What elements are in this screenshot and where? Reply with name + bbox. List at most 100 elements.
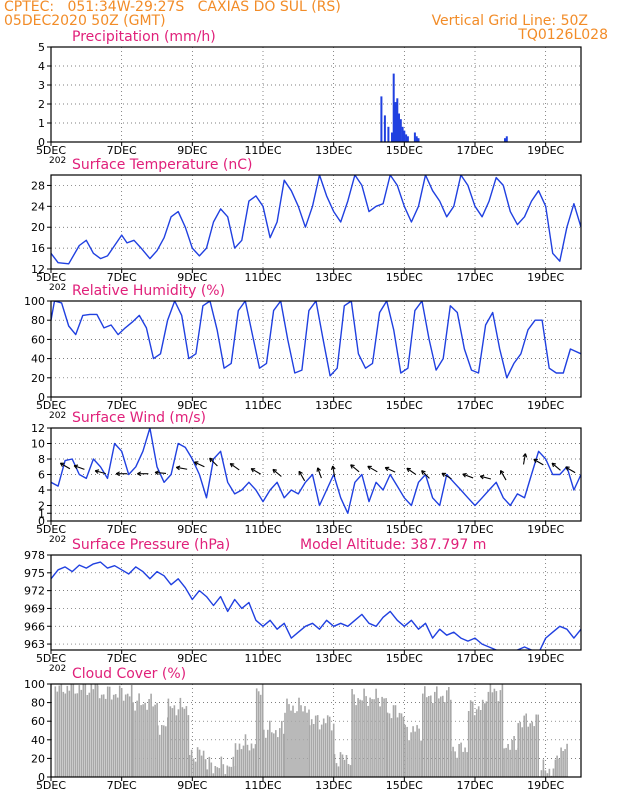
cloud-bar (446, 690, 448, 777)
cloud-bar (100, 694, 103, 777)
cloud-bar (185, 706, 188, 777)
cloud-bar (523, 715, 525, 777)
wind-arrow-head (59, 462, 63, 467)
y-tick-label: 963 (24, 638, 45, 651)
wind-arrow-head (462, 473, 467, 475)
x-tick-label: 5DEC (36, 399, 66, 412)
cloud-bar (288, 704, 290, 777)
series-line (51, 428, 581, 514)
cloud-bar (208, 756, 211, 777)
wind-arrow (384, 467, 396, 473)
cloud-bar (152, 706, 154, 777)
cloud-bar (308, 725, 311, 777)
cloud-bar (537, 714, 539, 777)
cloud-bar (436, 686, 438, 777)
cloud-bar (487, 691, 490, 777)
cloud-bar (88, 692, 91, 777)
cloud-bar (286, 698, 288, 777)
cloud-bar (130, 685, 133, 777)
cloud-bar (96, 685, 99, 777)
cloud-bar (469, 700, 472, 777)
cloud-bar (104, 698, 107, 777)
wind-arrow-head (95, 469, 100, 472)
cloud-bar (90, 684, 93, 777)
cloud-bar (363, 688, 365, 777)
x-tick-label-cut: 202 (49, 664, 66, 674)
cloud-bar (430, 695, 432, 777)
panel-title: Precipitation (mm/h) (72, 29, 216, 45)
cloud-bar (116, 697, 119, 777)
cloud-bar (194, 761, 197, 777)
cloud-bar (60, 684, 63, 777)
header-grid-note: Vertical Grid Line: 50Z (431, 13, 588, 29)
cloud-bar (284, 712, 286, 777)
cloud-bar (398, 712, 401, 777)
wind-arrow (500, 470, 507, 481)
panel-frame (50, 174, 582, 270)
cloud-bar (58, 685, 61, 777)
cloud-bar (196, 747, 199, 777)
y-tick-label: 2 (38, 98, 45, 111)
y-tick-label: 60 (31, 715, 45, 728)
y-tick-label: 24 (31, 200, 45, 213)
wind-arrow-head (272, 469, 275, 474)
cloud-bar (296, 711, 298, 777)
cloud-bar (527, 726, 529, 777)
panel-frame (50, 300, 582, 398)
panel-title: Surface Wind (m/s) (72, 410, 206, 426)
wind-arrow-head (421, 470, 424, 475)
cloud-bar (318, 729, 321, 777)
cloud-bar (74, 693, 77, 777)
cloud-bar (54, 686, 57, 777)
cloud-bar (310, 719, 313, 777)
cloud-bar (509, 749, 511, 777)
cloud-bar (444, 702, 446, 777)
cloud-bar (388, 713, 391, 777)
cloud-bar (171, 708, 174, 777)
x-tick-label: 13DEC (315, 779, 352, 792)
x-tick-label: 15DEC (386, 144, 423, 157)
wind-arrow-head (367, 466, 371, 471)
cloud-bar (333, 754, 336, 777)
cloud-bar (373, 699, 375, 777)
cloud-bar (386, 712, 389, 777)
series-line (51, 301, 581, 379)
x-tick-label: 13DEC (315, 271, 352, 284)
cloud-bar (228, 766, 231, 777)
cloud-bar (82, 684, 85, 777)
cloud-bar (177, 709, 180, 777)
y-tick-label: 80 (31, 697, 45, 710)
cloud-bar (341, 754, 344, 777)
cloud-bar (140, 705, 142, 777)
cloud-bar (302, 711, 304, 777)
cloud-bar (142, 704, 144, 777)
cloud-bar (294, 712, 296, 777)
x-tick-label: 19DEC (527, 779, 564, 792)
cloud-bar (265, 737, 267, 777)
cloud-bar (72, 684, 75, 777)
cloud-bar (236, 749, 239, 777)
precip-bar (394, 102, 397, 142)
wind-arrow (480, 475, 492, 480)
y-tick-label: 20 (31, 752, 45, 765)
wind-arrow-head (350, 464, 353, 469)
cloud-bar (157, 725, 159, 777)
cloud-bar (426, 697, 428, 777)
cloud-bar (552, 768, 555, 777)
cloud-bar (511, 740, 513, 777)
cloud-bar (86, 695, 89, 777)
cloud-bar (271, 732, 273, 777)
cloud-bar (434, 691, 436, 777)
cloud-bar (190, 749, 193, 777)
cloud-bar (390, 718, 393, 777)
x-tick-label: 15DEC (386, 779, 423, 792)
cloud-bar (558, 758, 560, 777)
cloud-bar (314, 715, 317, 777)
y-tick-label: 969 (24, 602, 45, 615)
cloud-bar (216, 767, 219, 777)
cloud-bar (304, 706, 306, 777)
panel-frame (50, 683, 582, 778)
cloud-bar (432, 703, 434, 777)
cloud-bar (343, 759, 346, 777)
y-tick-label: 978 (24, 549, 45, 562)
